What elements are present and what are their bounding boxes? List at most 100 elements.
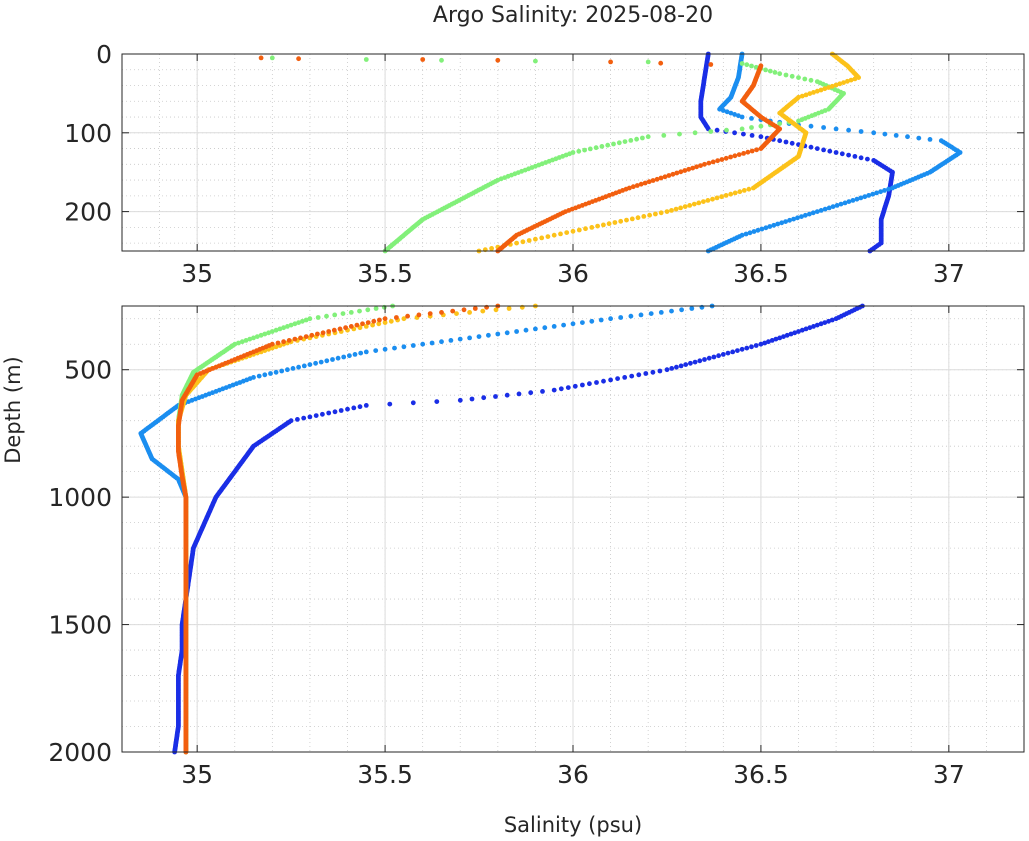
- profile-2-point: [842, 200, 848, 206]
- profile-4-point: [829, 83, 835, 89]
- profile-2-point: [335, 355, 341, 361]
- profile-3-point: [251, 335, 256, 341]
- y-tick-label: 500: [64, 356, 112, 385]
- profile-1-point: [788, 331, 794, 337]
- profile-4-point: [705, 198, 711, 203]
- profile-1-point: [777, 138, 783, 144]
- profile-3-point: [611, 141, 616, 147]
- profile-1-point: [865, 156, 870, 162]
- profile-1-point: [773, 336, 779, 342]
- major-grid: [122, 306, 1024, 753]
- profile-2-point: [886, 186, 891, 192]
- x-tick-label: 36.5: [733, 760, 789, 789]
- profile-1-point: [829, 317, 835, 323]
- profile-4-point: [370, 322, 375, 328]
- profile-3-point: [616, 140, 622, 146]
- profile-2-point: [882, 131, 888, 137]
- profile-4-point: [852, 76, 858, 82]
- profile-5-point: [298, 335, 303, 341]
- series-group: [258, 51, 963, 254]
- profile-2-point: [296, 364, 301, 370]
- profile-5-point: [281, 339, 286, 345]
- profile-2-point: [870, 191, 876, 197]
- profile-4-point: [691, 201, 697, 207]
- profile-3-point: [292, 321, 298, 327]
- profile-1-point: [783, 139, 789, 145]
- profile-5-point: [694, 164, 699, 170]
- profile-2-point: [648, 311, 654, 316]
- profile-2-point: [775, 221, 781, 227]
- profile-4-point: [658, 210, 664, 216]
- profile-5-point: [630, 184, 636, 190]
- profile-5-point: [360, 321, 365, 327]
- profile-3-point: [307, 316, 313, 322]
- profile-1-point: [741, 131, 746, 137]
- tick-marks: [122, 53, 1024, 251]
- profile-1-point: [714, 127, 720, 133]
- profile-4-point: [848, 77, 854, 83]
- profile-3-point: [645, 59, 651, 65]
- profile-5-point: [348, 324, 354, 329]
- profile-2-point: [285, 367, 290, 373]
- profile-1-point: [345, 406, 350, 412]
- profile-4-point: [714, 195, 720, 201]
- profile-2-point: [771, 222, 777, 228]
- profile-5-point: [258, 55, 264, 61]
- profile-2-point: [717, 106, 722, 112]
- profile-1-point: [664, 367, 670, 373]
- profile-1-point: [822, 320, 828, 325]
- profile-5-point: [326, 329, 332, 334]
- upper-panel: 35 35.5 36 36.5 37 0 100 200: [64, 40, 1025, 288]
- profile-4-point: [647, 212, 652, 218]
- profile-2-point: [373, 348, 379, 353]
- profile-2-point: [759, 226, 765, 232]
- profile-3-point: [767, 68, 773, 74]
- profile-1-point: [565, 385, 571, 390]
- profile-1-point: [434, 399, 440, 404]
- profile-5-series: [176, 303, 501, 755]
- profile-1-point: [858, 155, 864, 161]
- profile-5-point: [690, 165, 696, 171]
- profile-1-point: [789, 140, 795, 146]
- profile-4-point: [493, 307, 499, 313]
- profile-2-point: [850, 198, 856, 203]
- x-tick-label: 37: [933, 259, 965, 288]
- profile-1-point: [762, 340, 768, 346]
- profile-4-point: [376, 321, 382, 327]
- profile-5-point: [337, 326, 343, 332]
- profile-1-point: [846, 152, 851, 158]
- profile-2-point: [763, 225, 769, 231]
- profile-4-point: [526, 238, 532, 243]
- profile-4-point: [811, 90, 816, 95]
- profile-2-point: [821, 125, 826, 130]
- profile-1-point: [781, 334, 786, 339]
- profile-2-point: [341, 354, 347, 360]
- profile-2-point: [818, 208, 824, 213]
- profile-4-point: [624, 217, 629, 223]
- profile-1-point: [313, 413, 319, 418]
- profile-4-point: [710, 196, 715, 202]
- profile-1-point: [601, 378, 606, 384]
- profile-2-point: [262, 372, 268, 378]
- profile-5-point: [427, 311, 433, 316]
- profile-5-point: [654, 176, 660, 182]
- profile-1-point: [650, 369, 656, 375]
- profile-3-point: [605, 142, 611, 148]
- profile-5-point: [286, 338, 292, 343]
- profile-5-point: [708, 62, 714, 67]
- profile-3-point: [236, 340, 241, 346]
- profile-2-point: [392, 345, 397, 351]
- profile-5-point: [728, 154, 733, 160]
- profile-1-point: [387, 401, 393, 407]
- profile-5-point: [292, 336, 298, 342]
- x-tick-label: 36.5: [733, 259, 789, 288]
- profile-2-point: [608, 316, 613, 322]
- profile-2-point: [273, 369, 279, 375]
- x-axis-label: Salinity (psu): [504, 813, 642, 837]
- profile-1-point: [457, 397, 463, 403]
- profile-4-point: [664, 209, 670, 215]
- profile-1-point: [587, 381, 592, 387]
- profile-2-point: [846, 199, 852, 205]
- profile-2-point: [561, 322, 566, 328]
- profile-1-point: [852, 154, 858, 159]
